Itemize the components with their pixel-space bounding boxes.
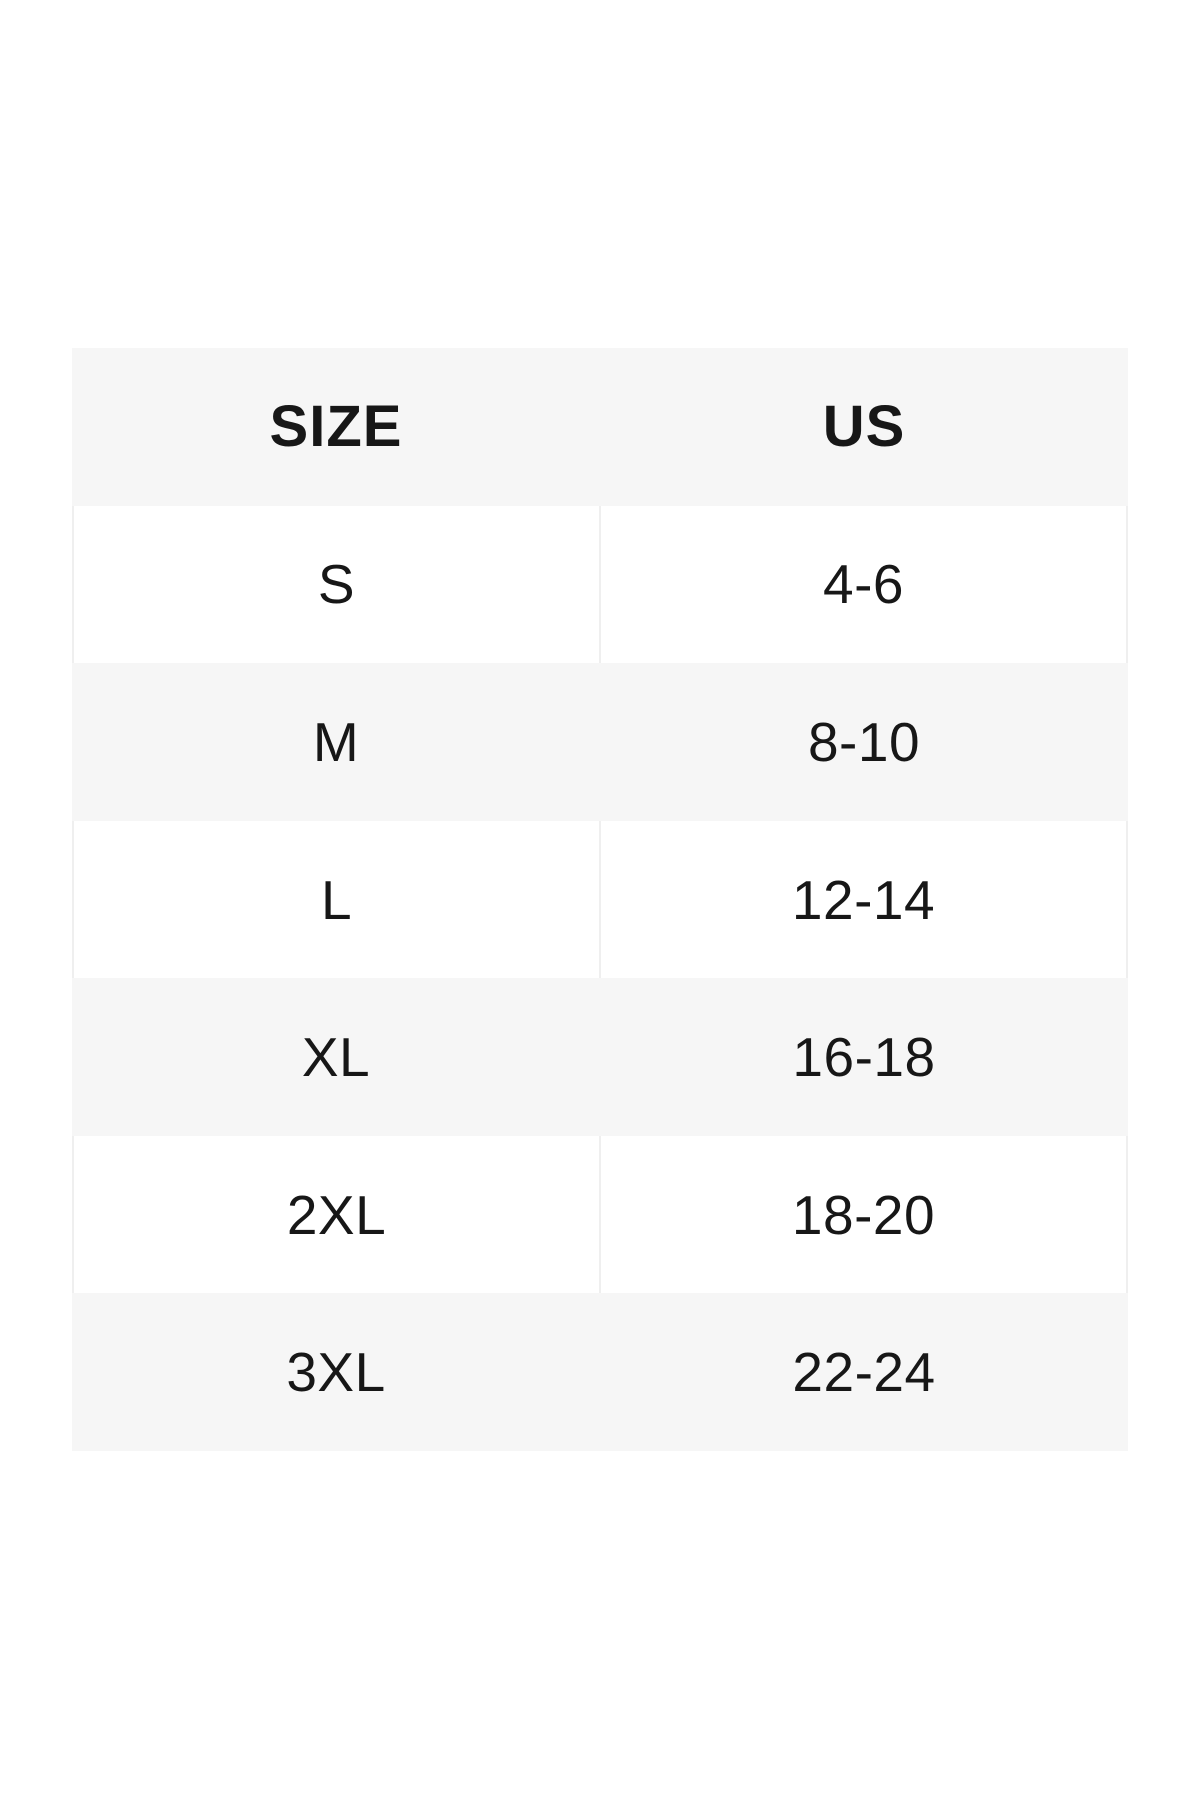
column-header-us: US xyxy=(822,394,906,460)
us-cell: 4-6 xyxy=(823,553,904,616)
table-row-m: M 8-10 xyxy=(72,663,1128,821)
table-row-l: L 12-14 xyxy=(72,820,1128,979)
us-cell: 18-20 xyxy=(791,1183,936,1246)
size-cell: S xyxy=(74,505,601,664)
table-row-3xl: 3XL 22-24 xyxy=(72,1293,1128,1452)
table-row-xl: XL 16-18 xyxy=(72,978,1128,1136)
us-cell: 22-24 xyxy=(792,1341,936,1404)
table-row-s: S 4-6 xyxy=(72,505,1128,664)
size-cell: 3XL xyxy=(286,1341,386,1404)
size-cell: L xyxy=(74,820,601,979)
us-cell: 16-18 xyxy=(792,1026,936,1089)
size-cell: 2XL xyxy=(74,1135,601,1294)
size-cell: M xyxy=(312,710,360,773)
us-cell: 8-10 xyxy=(807,710,921,773)
size-cell: XL xyxy=(301,1026,371,1089)
column-header-size: SIZE xyxy=(269,394,403,460)
us-cell: 12-14 xyxy=(791,868,936,931)
table-row-2xl: 2XL 18-20 xyxy=(72,1135,1128,1294)
table-header-row: SIZE US xyxy=(72,348,1128,506)
size-chart-table: SIZE US S 4-6 M 8-10 L 12-14 XL 16-18 2X… xyxy=(72,348,1128,1452)
